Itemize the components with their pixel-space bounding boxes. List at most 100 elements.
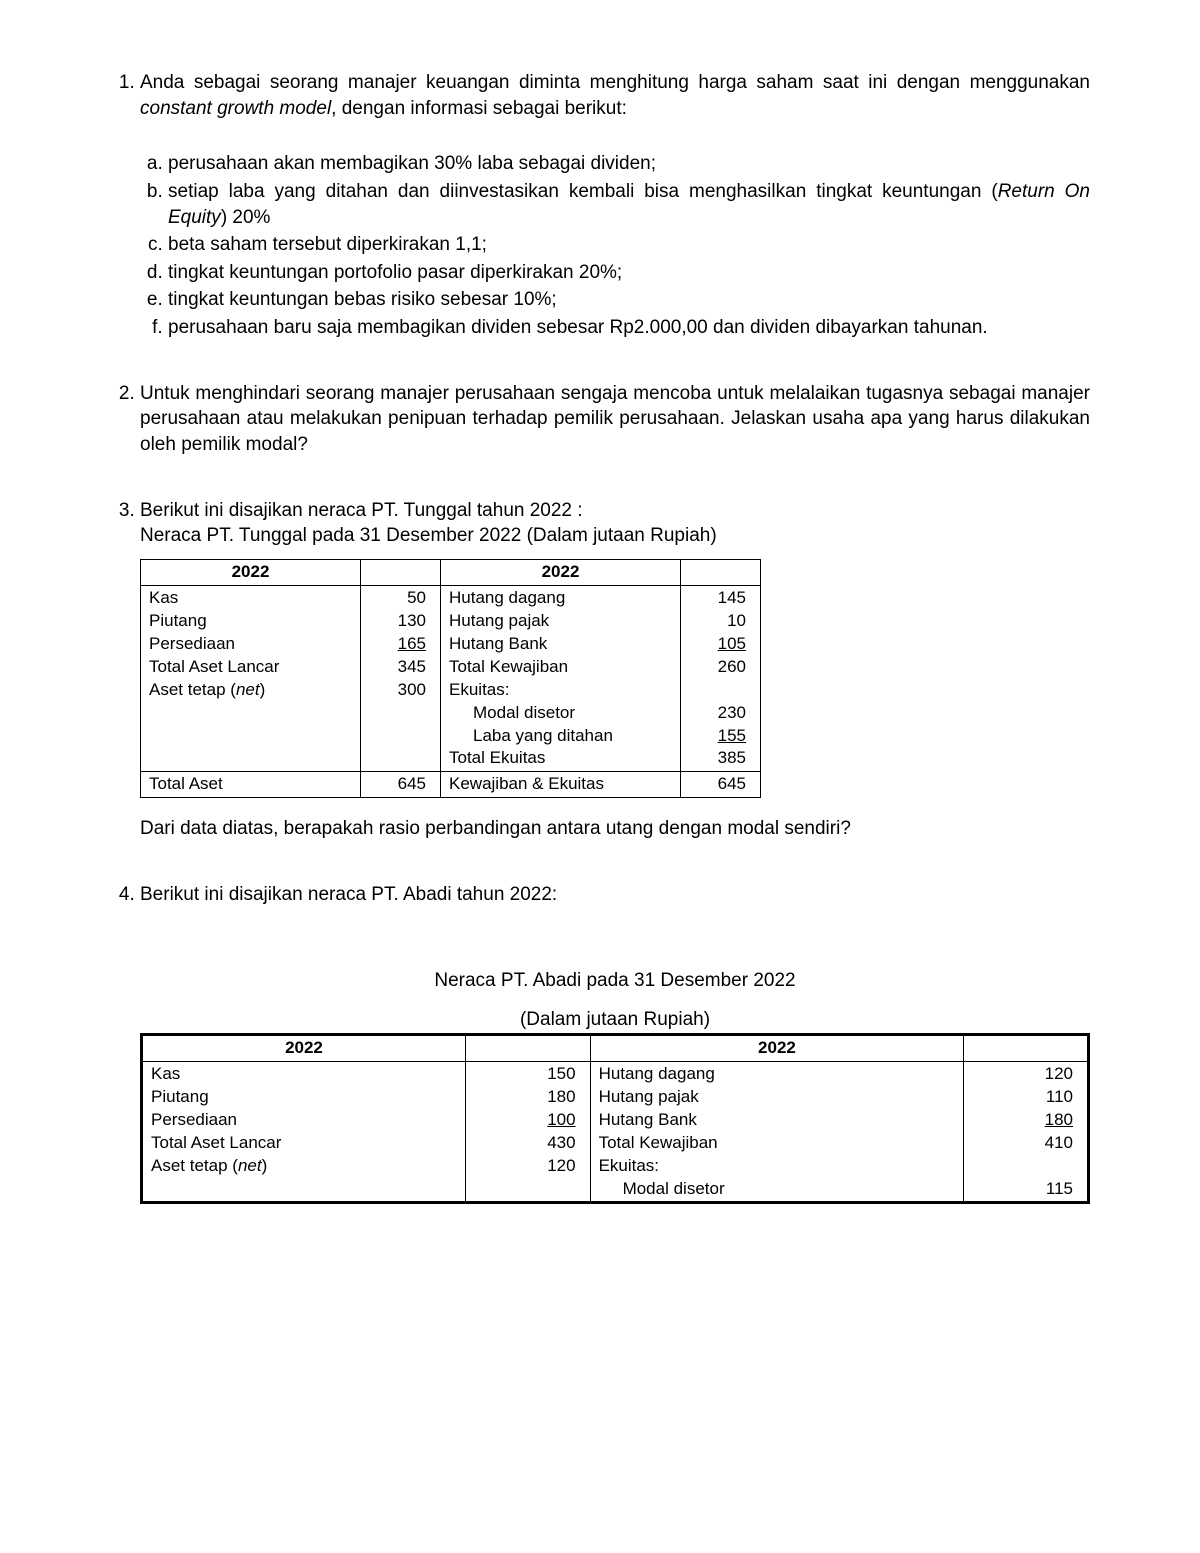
cell-label-a: Aset tetap ( [149, 680, 236, 699]
q1-intro: Anda sebagai seorang manajer keuangan di… [140, 70, 1090, 121]
cell-val: 385 [718, 748, 746, 767]
question-2: Untuk menghindari seorang manajer perusa… [140, 381, 1090, 458]
cell-val: 410 [1045, 1133, 1073, 1152]
cell-label: Kas [151, 1064, 180, 1083]
document-page: Anda sebagai seorang manajer keuangan di… [0, 0, 1200, 1304]
left-vals-cell: 50 130 165 345 300 [361, 585, 441, 772]
left-labels-cell: Kas Piutang Persediaan Total Aset Lancar… [141, 585, 361, 772]
q1-item-a: perusahaan akan membagikan 30% laba seba… [168, 151, 1090, 177]
cell-val: 50 [407, 588, 426, 607]
q1-item-d: tingkat keuntungan portofolio pasar dipe… [168, 260, 1090, 286]
cell-label: Hutang pajak [599, 1087, 699, 1106]
q1-item-f: perusahaan baru saja membagikan dividen … [168, 315, 1090, 341]
cell-val: 120 [1045, 1064, 1073, 1083]
total-left-label: Total Aset [141, 772, 361, 798]
cell-val: 345 [398, 657, 426, 676]
cell-label-i: net [236, 680, 260, 699]
q1-item-e: tingkat keuntungan bebas risiko sebesar … [168, 287, 1090, 313]
question-1: Anda sebagai seorang manajer keuangan di… [140, 70, 1090, 341]
total-left-val: 645 [361, 772, 441, 798]
q1-intro-italic: constant growth model [140, 98, 331, 119]
cell-val: 230 [718, 703, 746, 722]
neraca-table-abadi: 2022 2022 Kas Piutang Persediaan Total A… [140, 1033, 1090, 1205]
cell-val: 155 [718, 726, 746, 745]
cell-label-i: net [238, 1156, 262, 1175]
cell-label: Total Aset Lancar [151, 1133, 281, 1152]
neraca-table-tunggal: 2022 2022 Kas Piutang Persediaan Total A… [140, 559, 761, 798]
q1-item-b-a: setiap laba yang ditahan dan diinvestasi… [168, 181, 998, 202]
th-left-year: 2022 [141, 559, 361, 585]
q3-after-text: Dari data diatas, berapakah rasio perban… [140, 816, 1090, 842]
cell-val: 180 [1045, 1110, 1073, 1129]
cell-label-b: ) [262, 1156, 268, 1175]
cell-label: Piutang [149, 611, 207, 630]
q1-intro-text-a: Anda sebagai seorang manajer keuangan di… [140, 72, 1090, 93]
cell-label: Laba yang ditahan [449, 725, 613, 748]
cell-val: 165 [398, 634, 426, 653]
th-right-blank [964, 1034, 1089, 1061]
q3-line1: Berikut ini disajikan neraca PT. Tunggal… [140, 500, 583, 521]
cell-val: 110 [1046, 1087, 1073, 1106]
cell-label: Modal disetor [449, 702, 575, 725]
q1-intro-text-b: , dengan informasi sebagai berikut: [331, 98, 627, 119]
cell-val: 100 [547, 1110, 575, 1129]
th-left-blank [465, 1034, 590, 1061]
cell-val: 130 [398, 611, 426, 630]
cell-val: 115 [1046, 1179, 1073, 1198]
q4-title: Neraca PT. Abadi pada 31 Desember 2022 [140, 968, 1090, 994]
q1-sublist: perusahaan akan membagikan 30% laba seba… [140, 151, 1090, 340]
table-header-row: 2022 2022 [142, 1034, 1089, 1061]
cell-label: Piutang [151, 1087, 209, 1106]
q1-item-c: beta saham tersebut diperkirakan 1,1; [168, 232, 1090, 258]
q1-item-b-b: ) 20% [221, 207, 271, 228]
right-vals-cell: 120 110 180 410 115 [964, 1061, 1089, 1203]
cell-val: 150 [547, 1064, 575, 1083]
question-3: Berikut ini disajikan neraca PT. Tunggal… [140, 498, 1090, 842]
cell-val: 260 [718, 657, 746, 676]
cell-label: Total Kewajiban [599, 1133, 718, 1152]
left-vals-cell: 150 180 100 430 120 [465, 1061, 590, 1203]
q1-item-b: setiap laba yang ditahan dan diinvestasi… [168, 179, 1090, 230]
q3-intro: Berikut ini disajikan neraca PT. Tunggal… [140, 498, 1090, 549]
question-4: Berikut ini disajikan neraca PT. Abadi t… [140, 882, 1090, 1204]
cell-label: Persediaan [151, 1110, 237, 1129]
cell-label: Total Ekuitas [449, 748, 545, 767]
left-labels-cell: Kas Piutang Persediaan Total Aset Lancar… [142, 1061, 466, 1203]
total-right-val: 645 [681, 772, 761, 798]
right-labels-cell: Hutang dagang Hutang pajak Hutang Bank T… [590, 1061, 964, 1203]
table-body-row: Kas Piutang Persediaan Total Aset Lancar… [142, 1061, 1089, 1203]
cell-label: Hutang dagang [599, 1064, 715, 1083]
cell-label-a: Aset tetap ( [151, 1156, 238, 1175]
cell-label: Hutang Bank [449, 634, 547, 653]
q4-intro: Berikut ini disajikan neraca PT. Abadi t… [140, 882, 1090, 908]
cell-label: Ekuitas: [599, 1156, 659, 1175]
q4-subtitle: (Dalam jutaan Rupiah) [140, 1007, 1090, 1033]
cell-val: 300 [398, 680, 426, 699]
cell-label: Hutang Bank [599, 1110, 697, 1129]
cell-label: Total Kewajiban [449, 657, 568, 676]
right-labels-cell: Hutang dagang Hutang pajak Hutang Bank T… [441, 585, 681, 772]
cell-label: Persediaan [149, 634, 235, 653]
cell-label: Hutang dagang [449, 588, 565, 607]
cell-label: Ekuitas: [449, 680, 509, 699]
cell-label: Modal disetor [599, 1178, 725, 1201]
total-right-label: Kewajiban & Ekuitas [441, 772, 681, 798]
th-right-year: 2022 [441, 559, 681, 585]
cell-val: 120 [547, 1156, 575, 1175]
th-right-year: 2022 [590, 1034, 964, 1061]
th-left-year: 2022 [142, 1034, 466, 1061]
cell-val: 145 [718, 588, 746, 607]
cell-label-b: ) [260, 680, 266, 699]
table-total-row: Total Aset 645 Kewajiban & Ekuitas 645 [141, 772, 761, 798]
table-body-row: Kas Piutang Persediaan Total Aset Lancar… [141, 585, 761, 772]
th-left-blank [361, 559, 441, 585]
right-vals-cell: 145 10 105 260 230 155 385 [681, 585, 761, 772]
cell-val: 430 [547, 1133, 575, 1152]
cell-val: 180 [547, 1087, 575, 1106]
cell-label: Kas [149, 588, 178, 607]
cell-label: Hutang pajak [449, 611, 549, 630]
cell-val: 105 [718, 634, 746, 653]
table-header-row: 2022 2022 [141, 559, 761, 585]
cell-val: 10 [727, 611, 746, 630]
th-right-blank [681, 559, 761, 585]
